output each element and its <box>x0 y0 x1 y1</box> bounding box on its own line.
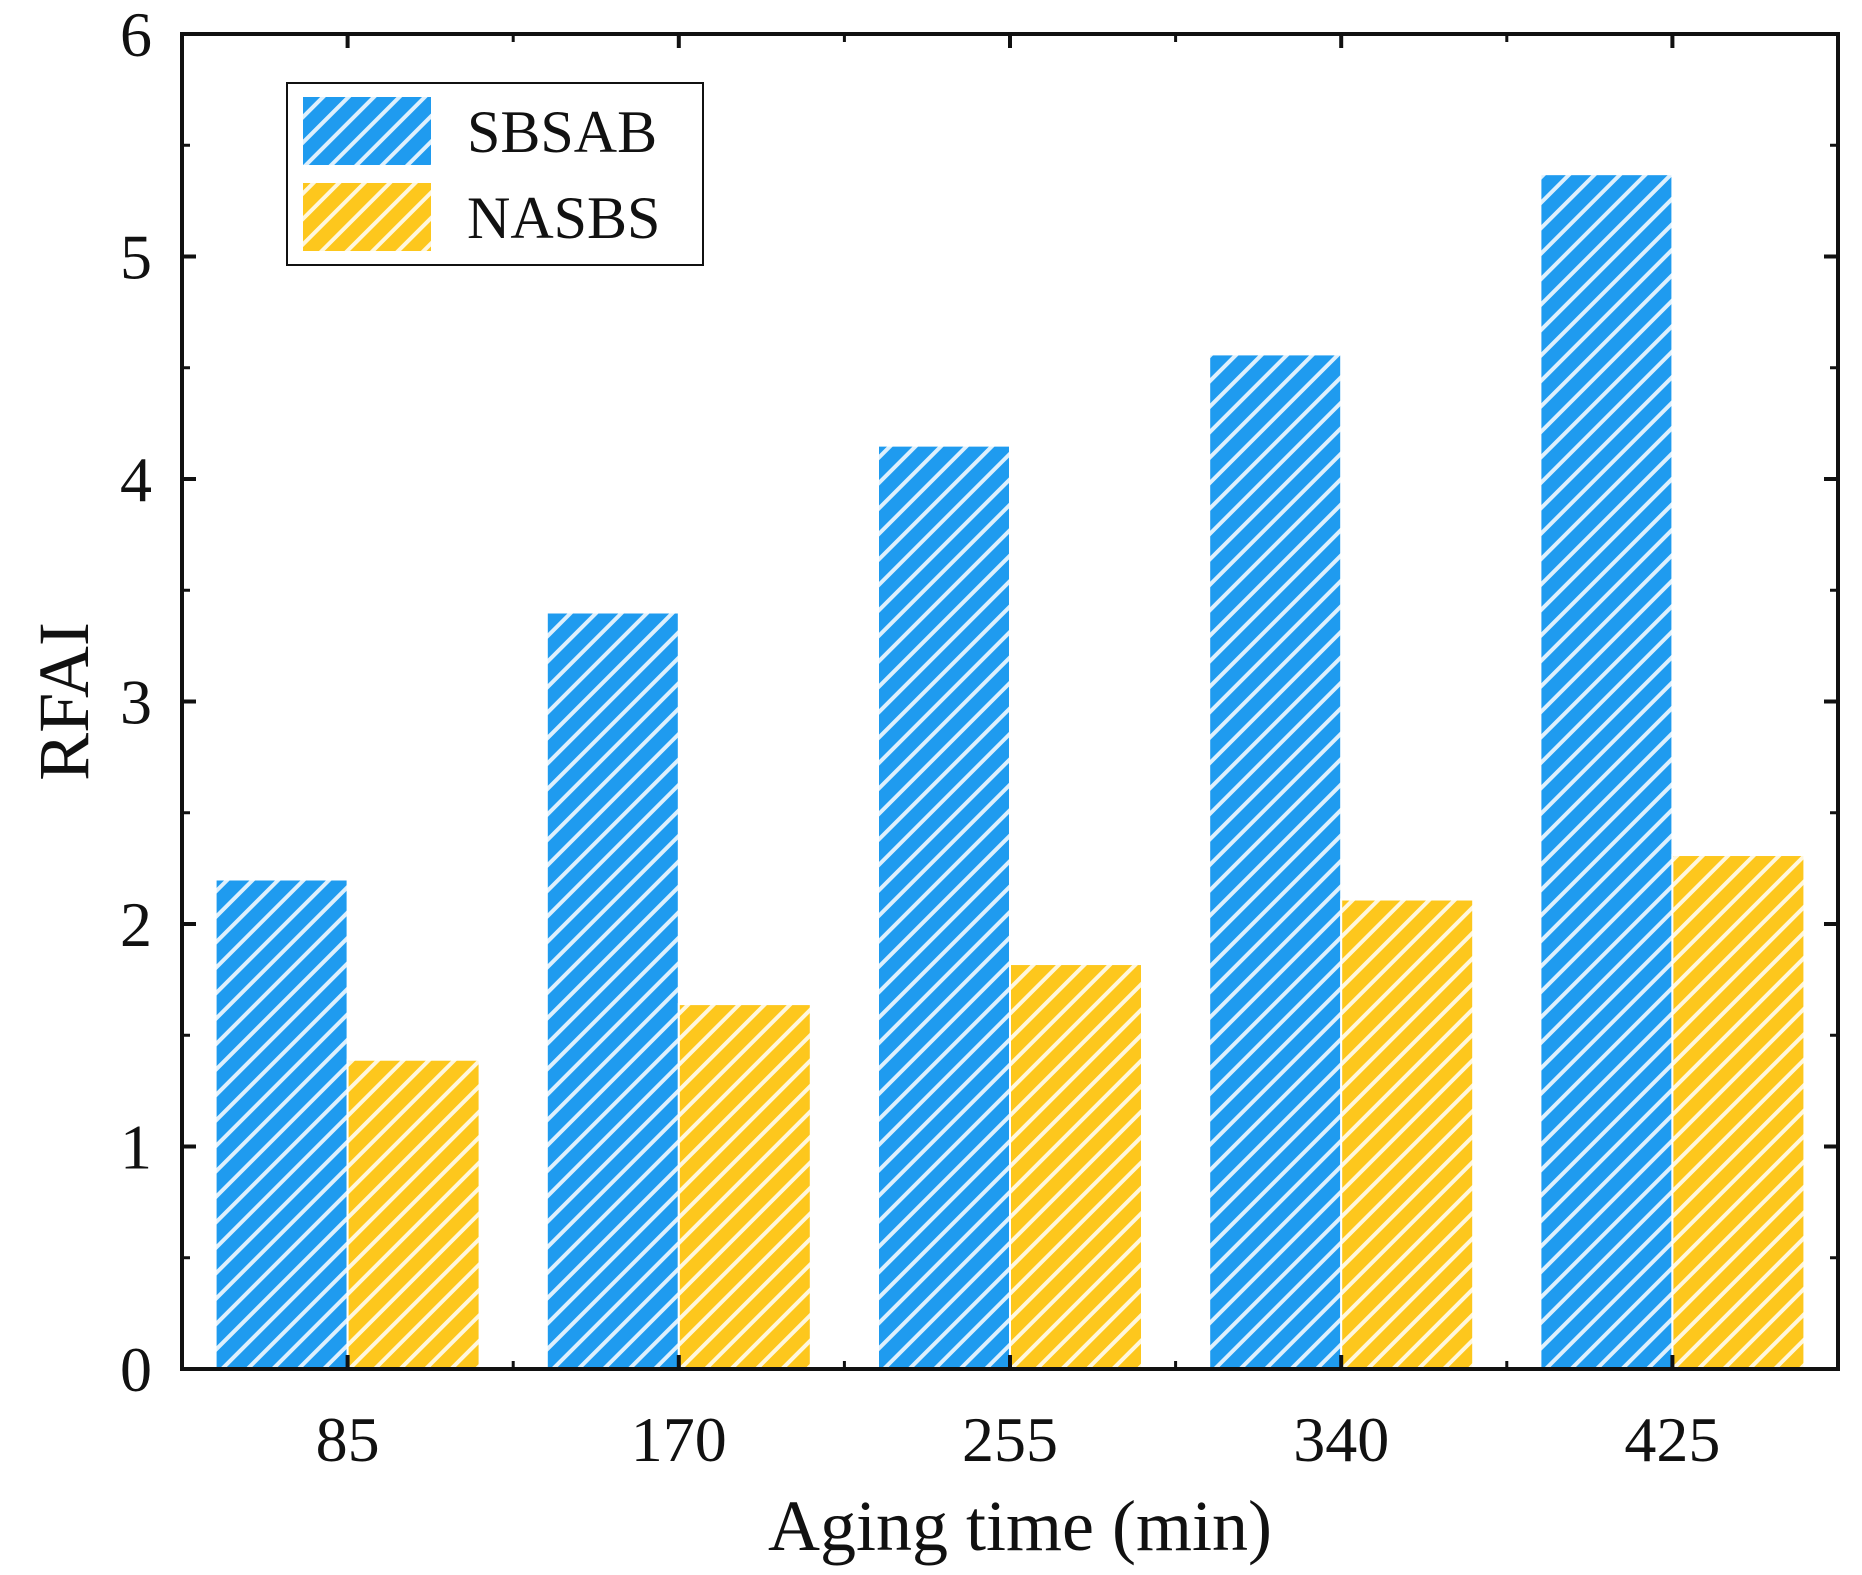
x-tick-label: 425 <box>1624 1404 1720 1475</box>
y-tick-label: 1 <box>120 1112 152 1183</box>
y-tick-label: 3 <box>120 667 152 738</box>
legend-label-nasbs: NASBS <box>467 185 660 251</box>
bar-nasbs-425 <box>1671 854 1806 1370</box>
bar-nasbs-170 <box>677 1003 812 1370</box>
bar-sbsab-340 <box>1208 353 1343 1370</box>
bar-sbsab-170 <box>545 611 680 1370</box>
x-tick-label: 340 <box>1293 1404 1389 1475</box>
y-tick-label: 4 <box>120 444 152 515</box>
x-tick-label: 85 <box>316 1404 380 1475</box>
y-tick-label: 2 <box>120 889 152 960</box>
legend-swatch-sbsab <box>303 97 431 165</box>
x-axis-title: Aging time (min) <box>768 1486 1272 1566</box>
bar-sbsab-85 <box>214 878 349 1370</box>
x-tick-label: 255 <box>962 1404 1058 1475</box>
x-tick-label: 170 <box>631 1404 727 1475</box>
legend-swatch-nasbs <box>303 183 431 251</box>
legend: SBSAB NASBS <box>286 82 704 266</box>
bar-nasbs-255 <box>1009 963 1143 1370</box>
tick-labels-layer: 0 1 2 3 4 5 6 85 170 255 340 425 <box>120 0 1720 1475</box>
bar-nasbs-340 <box>1340 898 1475 1371</box>
bar-nasbs-85 <box>346 1058 481 1370</box>
legend-label-sbsab: SBSAB <box>467 99 657 165</box>
bars-layer <box>214 173 1806 1371</box>
y-axis-title: RFAI <box>24 622 104 781</box>
bar-sbsab-255 <box>877 444 1011 1370</box>
y-tick-label: 0 <box>120 1334 152 1405</box>
bar-sbsab-425 <box>1539 173 1674 1370</box>
ticks-layer <box>182 32 1838 1369</box>
y-tick-label: 5 <box>120 222 152 293</box>
y-tick-label: 6 <box>120 0 152 70</box>
